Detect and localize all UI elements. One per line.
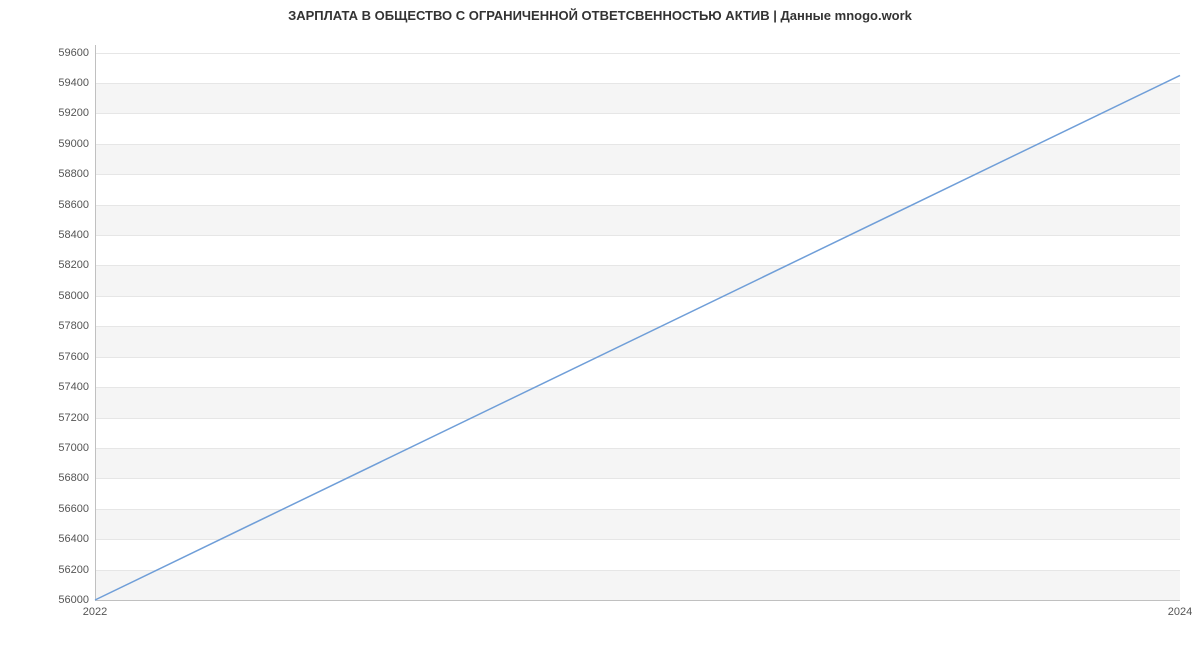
y-tick-label: 59200 [58,107,95,119]
y-tick-label: 57400 [58,381,95,393]
y-tick-label: 56400 [58,533,95,545]
series-layer [95,45,1180,600]
salary-chart: ЗАРПЛАТА В ОБЩЕСТВО С ОГРАНИЧЕННОЙ ОТВЕТ… [0,0,1200,650]
y-tick-label: 59600 [58,47,95,59]
x-axis-line [95,600,1180,601]
chart-title: ЗАРПЛАТА В ОБЩЕСТВО С ОГРАНИЧЕННОЙ ОТВЕТ… [0,8,1200,23]
y-tick-label: 59400 [58,77,95,89]
y-tick-label: 57000 [58,442,95,454]
y-tick-label: 56600 [58,503,95,515]
plot-area: 5600056200564005660056800570005720057400… [95,45,1180,600]
y-tick-label: 56800 [58,472,95,484]
y-tick-label: 58800 [58,168,95,180]
y-tick-label: 58400 [58,229,95,241]
y-tick-label: 58000 [58,290,95,302]
y-tick-label: 57200 [58,412,95,424]
y-tick-label: 56200 [58,564,95,576]
x-tick-label: 2024 [1168,600,1192,618]
y-tick-label: 57600 [58,351,95,363]
series-line-salary [95,75,1180,600]
y-tick-label: 59000 [58,138,95,150]
y-tick-label: 57800 [58,320,95,332]
y-tick-label: 58600 [58,199,95,211]
y-tick-label: 58200 [58,259,95,271]
x-tick-label: 2022 [83,600,107,618]
